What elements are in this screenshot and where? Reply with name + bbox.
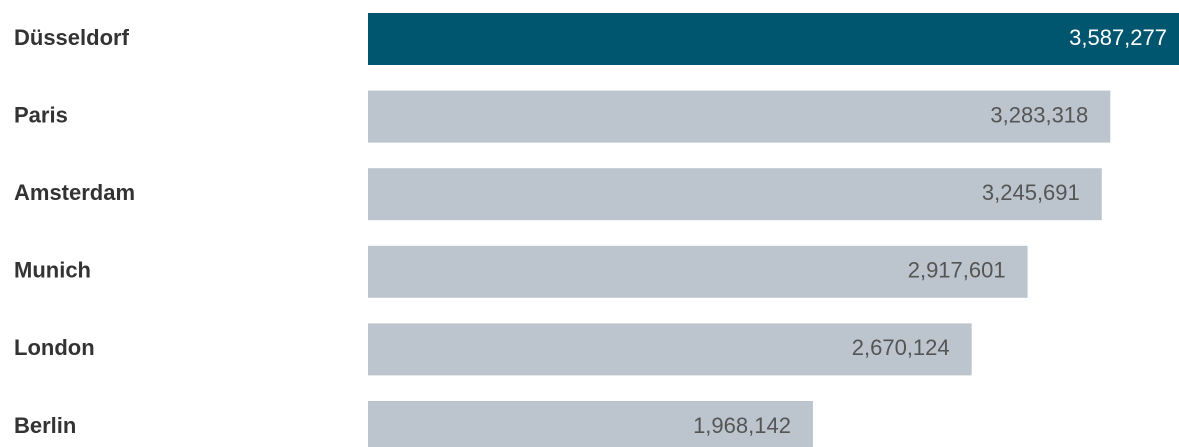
- category-label: Düsseldorf: [14, 25, 130, 50]
- value-label: 3,245,691: [982, 180, 1080, 205]
- bar: [368, 245, 1028, 298]
- value-label: 2,917,601: [908, 258, 1006, 283]
- bar: [368, 90, 1111, 143]
- bar: [368, 401, 813, 447]
- value-label: 1,968,142: [693, 413, 791, 438]
- value-label: 3,587,277: [1069, 25, 1167, 50]
- value-label: 2,670,124: [852, 335, 950, 360]
- category-label: Paris: [14, 102, 68, 127]
- category-label: Munich: [14, 258, 91, 283]
- bar: [368, 323, 972, 376]
- category-label: Amsterdam: [14, 180, 135, 205]
- bar: [368, 168, 1102, 221]
- value-label: 3,283,318: [990, 102, 1088, 127]
- category-label: London: [14, 335, 95, 360]
- bar: [368, 13, 1179, 65]
- category-label: Berlin: [14, 413, 76, 438]
